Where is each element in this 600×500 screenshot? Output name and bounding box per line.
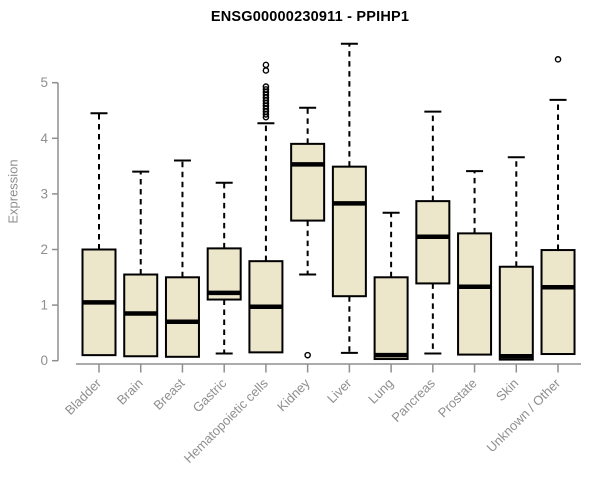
y-tick-label: 5 <box>40 75 48 90</box>
iqr-box <box>540 249 576 356</box>
x-tick-label: Unknown / Other <box>484 375 564 455</box>
outlier-point <box>262 61 270 69</box>
x-tick-label: Pancreas <box>389 375 439 425</box>
x-tick-label: Prostate <box>435 376 480 421</box>
y-tick-label: 2 <box>40 242 48 257</box>
y-tick-label: 3 <box>40 186 48 201</box>
iqr-box <box>415 200 451 285</box>
x-tick-label: Breast <box>150 375 187 412</box>
x-tick-label: Bladder <box>62 375 105 418</box>
outlier-point <box>554 56 562 63</box>
outlier-point <box>262 83 270 90</box>
x-tick-label: Lung <box>365 376 396 407</box>
x-tick-label: Liver <box>324 375 355 406</box>
iqr-box <box>373 276 409 361</box>
y-tick-label: 4 <box>40 131 48 146</box>
x-tick-label: Gastric <box>190 375 230 415</box>
outlier-point <box>304 351 311 359</box>
iqr-box <box>498 265 534 361</box>
iqr-box <box>457 232 493 356</box>
iqr-box <box>164 276 200 358</box>
y-tick-label: 0 <box>40 353 48 368</box>
x-tick-label: Brain <box>114 376 146 408</box>
outlier-point <box>262 67 270 74</box>
y-axis-title: Expression <box>5 159 21 224</box>
x-tick-label: Skin <box>493 376 521 404</box>
iqr-box <box>290 142 326 222</box>
x-tick-label: Kidney <box>274 375 313 414</box>
iqr-box <box>331 165 367 298</box>
outlier-point <box>262 86 270 93</box>
y-tick-label: 1 <box>40 298 48 313</box>
chart-title: ENSG00000230911 - PPIHP1 <box>210 9 410 25</box>
